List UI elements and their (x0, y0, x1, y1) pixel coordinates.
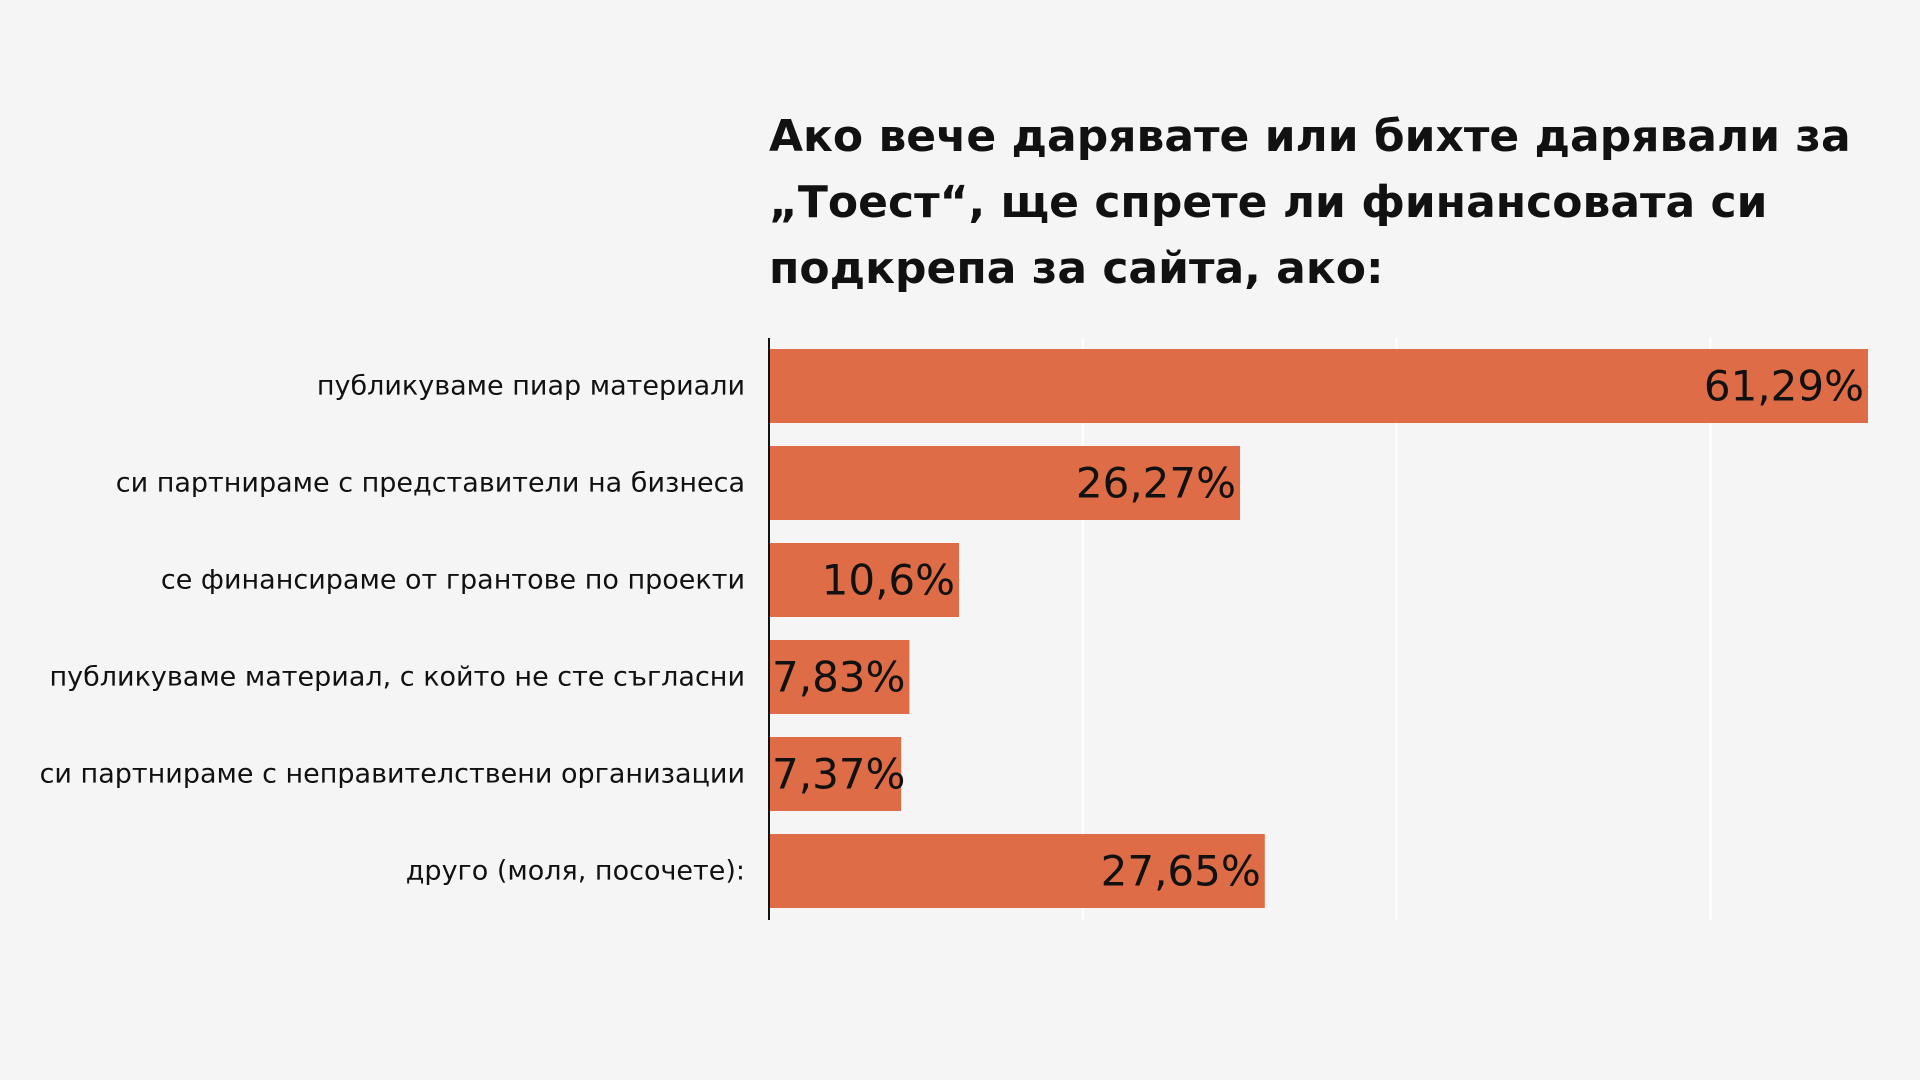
category-label: си партнираме с представители на бизнеса (116, 468, 745, 499)
chart-title: Ако вече дарявате или бихте дарявали за … (769, 111, 1851, 294)
bar (769, 543, 960, 617)
gridlines (1081, 338, 1712, 920)
value-labels: 61,29% 26,27% 10,6% 7,83% 7,37% 27,65% (772, 362, 1864, 896)
bars (769, 349, 1868, 908)
bar (769, 446, 1241, 520)
bar (769, 349, 1868, 423)
category-label: се финансираме от грантове по проекти (161, 565, 745, 596)
category-label: публикуваме пиар материали (317, 371, 745, 402)
value-label: 27,65% (1101, 847, 1261, 896)
bar (769, 834, 1265, 908)
value-label: 7,83% (772, 653, 905, 702)
category-label: друго (моля, посочете): (406, 856, 745, 887)
value-label: 7,37% (772, 750, 905, 799)
category-label: публикуваме материал, с който не сте съг… (49, 662, 745, 693)
value-label: 10,6% (822, 556, 955, 605)
value-label: 26,27% (1076, 459, 1236, 508)
value-label: 61,29% (1704, 362, 1864, 411)
category-labels: публикуваме пиар материали си партнираме … (40, 371, 745, 887)
category-label: си партнираме с неправителствени организ… (40, 759, 745, 790)
bar (769, 737, 902, 811)
bar (769, 640, 910, 714)
